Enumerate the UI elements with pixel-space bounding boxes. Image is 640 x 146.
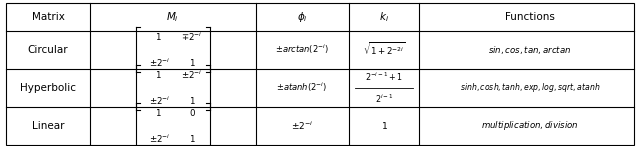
Text: $M_i$: $M_i$: [166, 10, 179, 24]
Text: Functions: Functions: [505, 12, 555, 22]
Text: $\pm arctan(2^{-i})$: $\pm arctan(2^{-i})$: [275, 43, 329, 56]
Text: $1$: $1$: [189, 57, 195, 68]
Text: $\pm atanh(2^{-i})$: $\pm atanh(2^{-i})$: [276, 81, 328, 94]
Text: $\pm 2^{-i}$: $\pm 2^{-i}$: [149, 94, 171, 107]
Text: $1$: $1$: [156, 69, 162, 80]
Text: Matrix: Matrix: [31, 12, 65, 22]
Text: $\pm 2^{-i}$: $\pm 2^{-i}$: [291, 119, 313, 132]
Text: $\mp 2^{-i}$: $\mp 2^{-i}$: [181, 31, 203, 43]
Text: Circular: Circular: [28, 45, 68, 55]
Text: $sinh, cosh, tanh, exp, log, sqrt, atanh$: $sinh, cosh, tanh, exp, log, sqrt, atanh…: [460, 81, 600, 94]
Text: $1$: $1$: [156, 107, 162, 118]
Text: $1$: $1$: [381, 120, 387, 131]
Text: $\sqrt{1+2^{-2i}}$: $\sqrt{1+2^{-2i}}$: [363, 41, 405, 58]
Text: $1$: $1$: [189, 133, 195, 144]
Text: $1$: $1$: [189, 95, 195, 106]
Text: $2^{-i-1}+1$: $2^{-i-1}+1$: [365, 71, 403, 83]
Text: $\pm 2^{-i}$: $\pm 2^{-i}$: [149, 132, 171, 145]
Text: $0$: $0$: [189, 107, 195, 118]
Text: Hyperbolic: Hyperbolic: [20, 83, 76, 93]
Text: $1$: $1$: [156, 31, 162, 42]
Text: Linear: Linear: [32, 121, 64, 131]
Text: $2^{i-1}$: $2^{i-1}$: [374, 92, 394, 105]
Text: $\phi_i$: $\phi_i$: [297, 10, 307, 24]
Text: $\pm 2^{-i}$: $\pm 2^{-i}$: [149, 56, 171, 69]
Text: $multiplication, division$: $multiplication, division$: [481, 119, 579, 132]
Text: $k_i$: $k_i$: [379, 10, 389, 24]
Text: $\pm 2^{-i}$: $\pm 2^{-i}$: [181, 69, 203, 81]
Text: $sin, cos, tan, arctan$: $sin, cos, tan, arctan$: [488, 44, 572, 56]
